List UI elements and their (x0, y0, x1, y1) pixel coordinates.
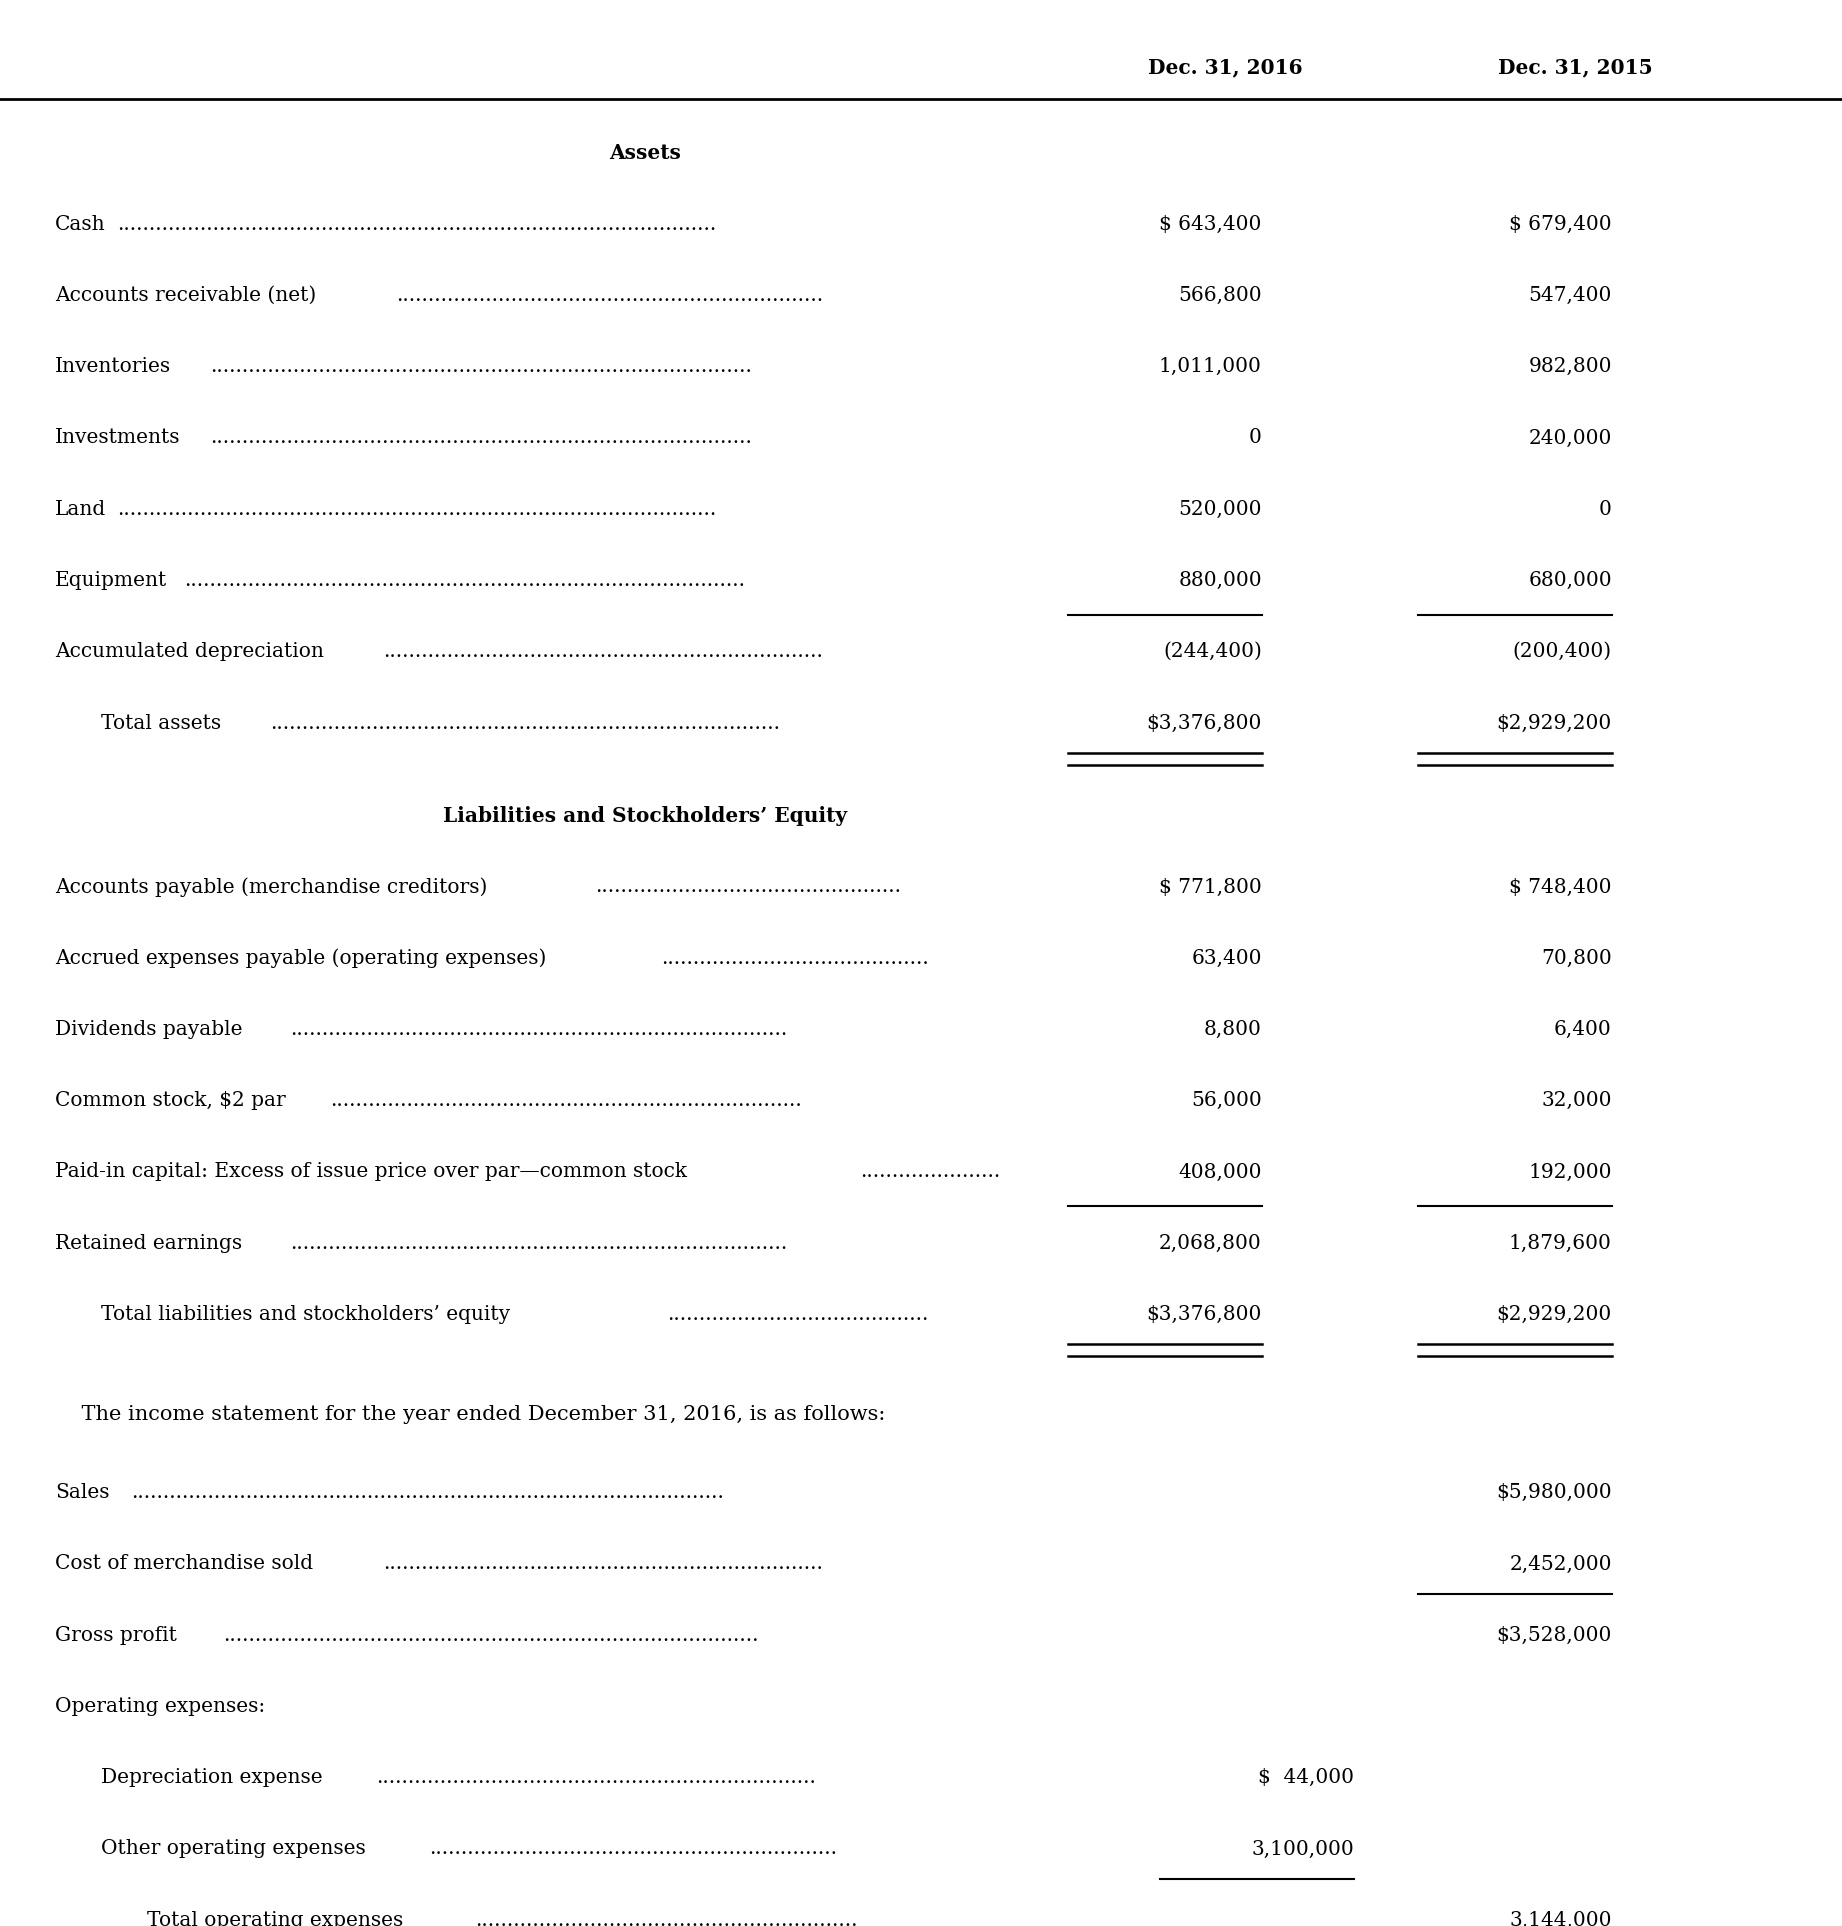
Text: Investments: Investments (55, 428, 181, 447)
Text: ................................................................................: ........................................… (184, 570, 744, 589)
Text: Paid-in capital: Excess of issue price over par—common stock: Paid-in capital: Excess of issue price o… (55, 1163, 687, 1181)
Text: Accounts receivable (net): Accounts receivable (net) (55, 285, 317, 304)
Text: $5,980,000: $5,980,000 (1496, 1483, 1612, 1502)
Text: $3,528,000: $3,528,000 (1496, 1626, 1612, 1645)
Text: $ 643,400: $ 643,400 (1159, 214, 1262, 233)
Text: Common stock, $2 par: Common stock, $2 par (55, 1092, 286, 1109)
Text: 880,000: 880,000 (1179, 570, 1262, 589)
Text: Total liabilities and stockholders’ equity: Total liabilities and stockholders’ equi… (101, 1306, 510, 1323)
Text: The income statement for the year ended December 31, 2016, is as follows:: The income statement for the year ended … (55, 1404, 886, 1423)
Text: Operating expenses:: Operating expenses: (55, 1697, 265, 1716)
Text: 8,800: 8,800 (1205, 1021, 1262, 1038)
Text: ................................................................................: ........................................… (118, 214, 717, 233)
Text: 0: 0 (1249, 428, 1262, 447)
Text: 1,011,000: 1,011,000 (1159, 356, 1262, 376)
Text: 1,879,600: 1,879,600 (1509, 1235, 1612, 1252)
Text: Accrued expenses payable (operating expenses): Accrued expenses payable (operating expe… (55, 948, 547, 969)
Text: Assets: Assets (608, 143, 682, 164)
Text: 70,800: 70,800 (1542, 950, 1612, 967)
Text: Depreciation expense: Depreciation expense (101, 1768, 322, 1787)
Text: Liabilities and Stockholders’ Equity: Liabilities and Stockholders’ Equity (442, 805, 847, 826)
Text: 2,068,800: 2,068,800 (1159, 1235, 1262, 1252)
Text: ............................................................: ........................................… (475, 1911, 857, 1926)
Text: Cost of merchandise sold: Cost of merchandise sold (55, 1554, 313, 1574)
Text: ................................................................................: ........................................… (131, 1483, 724, 1502)
Text: Gross profit: Gross profit (55, 1626, 177, 1645)
Text: $3,376,800: $3,376,800 (1146, 1306, 1262, 1323)
Text: 3,100,000: 3,100,000 (1251, 1839, 1354, 1859)
Text: 547,400: 547,400 (1529, 285, 1612, 304)
Text: Accumulated depreciation: Accumulated depreciation (55, 641, 324, 661)
Text: .....................................................................: ........................................… (376, 1768, 816, 1787)
Text: $3,376,800: $3,376,800 (1146, 713, 1262, 732)
Text: ...................................................................: ........................................… (396, 285, 823, 304)
Text: ..............................................................................: ........................................… (289, 1235, 787, 1252)
Text: ................................................: ........................................… (595, 878, 901, 896)
Text: ..........................................: ........................................… (661, 950, 928, 967)
Text: ..............................................................................: ........................................… (289, 1021, 787, 1038)
Text: ..........................................................................: ........................................… (330, 1092, 801, 1109)
Text: ................................................................................: ........................................… (118, 499, 717, 518)
Text: Accounts payable (merchandise creditors): Accounts payable (merchandise creditors) (55, 876, 488, 898)
Text: Equipment: Equipment (55, 570, 168, 589)
Text: ......................: ...................... (860, 1163, 1000, 1181)
Text: 408,000: 408,000 (1179, 1163, 1262, 1181)
Text: Cash: Cash (55, 214, 105, 233)
Text: $  44,000: $ 44,000 (1258, 1768, 1354, 1787)
Text: Sales: Sales (55, 1483, 111, 1502)
Text: Total operating expenses: Total operating expenses (147, 1911, 403, 1926)
Text: $2,929,200: $2,929,200 (1496, 713, 1612, 732)
Text: 0: 0 (1599, 499, 1612, 518)
Text: Dec. 31, 2015: Dec. 31, 2015 (1498, 58, 1652, 77)
Text: 520,000: 520,000 (1179, 499, 1262, 518)
Text: $ 748,400: $ 748,400 (1509, 878, 1612, 896)
Text: Land: Land (55, 499, 107, 518)
Text: Retained earnings: Retained earnings (55, 1235, 243, 1252)
Text: ................................................................: ........................................… (429, 1839, 836, 1859)
Text: ................................................................................: ........................................… (210, 428, 752, 447)
Text: ................................................................................: ........................................… (269, 713, 779, 732)
Text: 6,400: 6,400 (1555, 1021, 1612, 1038)
Text: 982,800: 982,800 (1529, 356, 1612, 376)
Text: 192,000: 192,000 (1529, 1163, 1612, 1181)
Text: 3,144,000: 3,144,000 (1509, 1911, 1612, 1926)
Text: (244,400): (244,400) (1162, 641, 1262, 661)
Text: 2,452,000: 2,452,000 (1509, 1554, 1612, 1574)
Text: 56,000: 56,000 (1192, 1092, 1262, 1109)
Text: ................................................................................: ........................................… (210, 356, 752, 376)
Text: 680,000: 680,000 (1529, 570, 1612, 589)
Text: 566,800: 566,800 (1179, 285, 1262, 304)
Text: Total assets: Total assets (101, 713, 221, 732)
Text: Other operating expenses: Other operating expenses (101, 1839, 367, 1859)
Text: .........................................: ........................................… (667, 1306, 928, 1323)
Text: .....................................................................: ........................................… (383, 1554, 823, 1574)
Text: Inventories: Inventories (55, 356, 171, 376)
Text: $ 771,800: $ 771,800 (1159, 878, 1262, 896)
Text: 32,000: 32,000 (1542, 1092, 1612, 1109)
Text: $ 679,400: $ 679,400 (1509, 214, 1612, 233)
Text: $2,929,200: $2,929,200 (1496, 1306, 1612, 1323)
Text: (200,400): (200,400) (1512, 641, 1612, 661)
Text: 63,400: 63,400 (1192, 950, 1262, 967)
Text: Dec. 31, 2016: Dec. 31, 2016 (1148, 58, 1302, 77)
Text: ................................................................................: ........................................… (223, 1626, 759, 1645)
Text: 240,000: 240,000 (1529, 428, 1612, 447)
Text: Dividends payable: Dividends payable (55, 1021, 243, 1038)
Text: .....................................................................: ........................................… (383, 641, 823, 661)
